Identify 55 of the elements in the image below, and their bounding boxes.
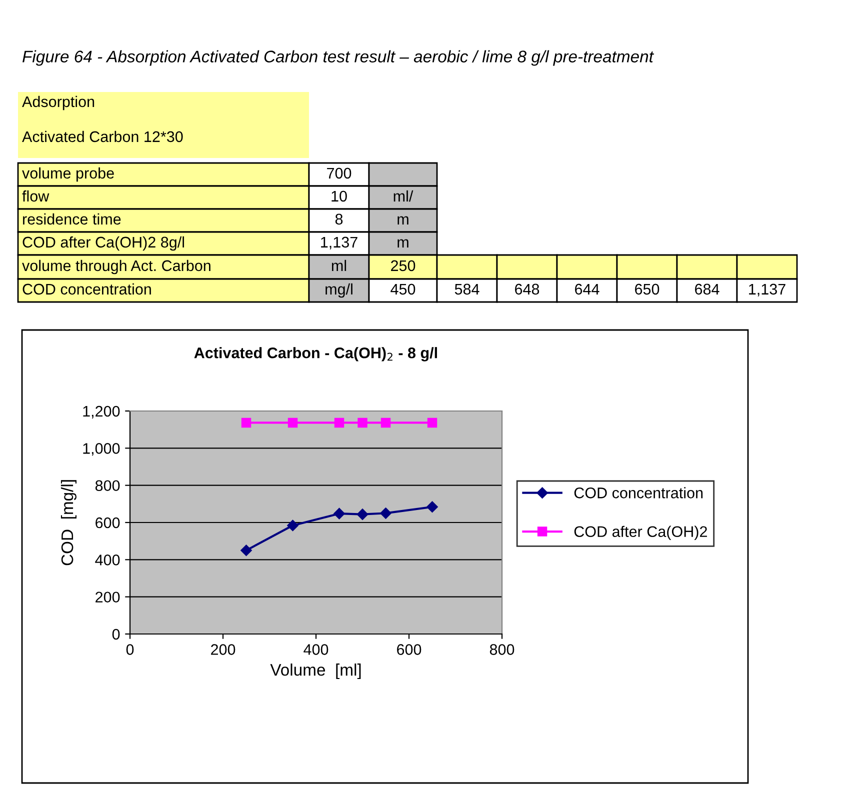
y-axis-title: COD [mg/l] <box>60 480 76 566</box>
text: 1,137 <box>749 284 786 296</box>
text: 8 <box>335 214 343 225</box>
chart-title: Activated Carbon - Ca(OH)$_{2}$ - 8 g/l <box>194 347 437 362</box>
text: residence time <box>23 213 121 225</box>
text: volume probe <box>22 167 114 182</box>
text: 1,137 <box>321 236 358 250</box>
point <box>287 520 298 532</box>
point <box>380 418 391 428</box>
x-axis-title: Volume [ml] <box>270 664 361 680</box>
text: Figure 64 - Absorption Activated Carbon test result – aerobic / lime 8 g/l pre-treatment <box>22 50 654 66</box>
point <box>427 418 438 428</box>
point <box>288 418 298 428</box>
y-tick-label: 1,000 <box>83 443 120 456</box>
text: Adsorption <box>22 96 94 110</box>
x-tick-label: 800 <box>490 644 514 655</box>
point <box>241 418 252 428</box>
y-tick-label: 600 <box>96 517 120 528</box>
text: 10 <box>332 190 347 202</box>
text: COD after Ca(OH)2 8g/l <box>22 236 184 251</box>
point <box>240 544 252 556</box>
text: m <box>398 239 408 248</box>
legend-label: COD after Ca(OH)2 <box>574 526 707 540</box>
point <box>426 501 438 512</box>
point <box>358 418 368 428</box>
text: ml <box>332 260 346 271</box>
text: 450 <box>390 284 416 295</box>
text: Activated Carbon 12*30 <box>22 130 183 142</box>
point <box>356 508 368 520</box>
point <box>334 508 345 520</box>
x-tick-label: 600 <box>397 644 422 655</box>
text: 700 <box>327 168 352 179</box>
y-tick-label: 200 <box>96 592 120 603</box>
x-tick-label: 0 <box>126 644 134 655</box>
x-tick-label: 200 <box>211 644 236 655</box>
point <box>380 508 392 519</box>
text: COD concentration <box>22 283 151 295</box>
text: 650 <box>635 284 660 295</box>
text: 250 <box>391 260 416 272</box>
y-tick-label: 1,200 <box>83 406 120 418</box>
text: volume through Act. Carbon <box>22 260 210 274</box>
text: 684 <box>695 284 720 295</box>
point <box>334 418 344 428</box>
y-tick-label: 800 <box>95 480 120 492</box>
y-tick-label: 400 <box>95 554 120 566</box>
text: mg/l <box>326 283 352 298</box>
y-tick-label: 0 <box>112 628 120 640</box>
legend-label: COD concentration <box>574 487 703 498</box>
x-tick-label: 400 <box>304 644 328 655</box>
text: 644 <box>575 284 600 295</box>
text: 584 <box>454 284 480 295</box>
text: m <box>398 216 408 224</box>
text: 648 <box>515 284 540 295</box>
text: ml/ <box>394 190 414 202</box>
text: flow <box>22 190 50 202</box>
